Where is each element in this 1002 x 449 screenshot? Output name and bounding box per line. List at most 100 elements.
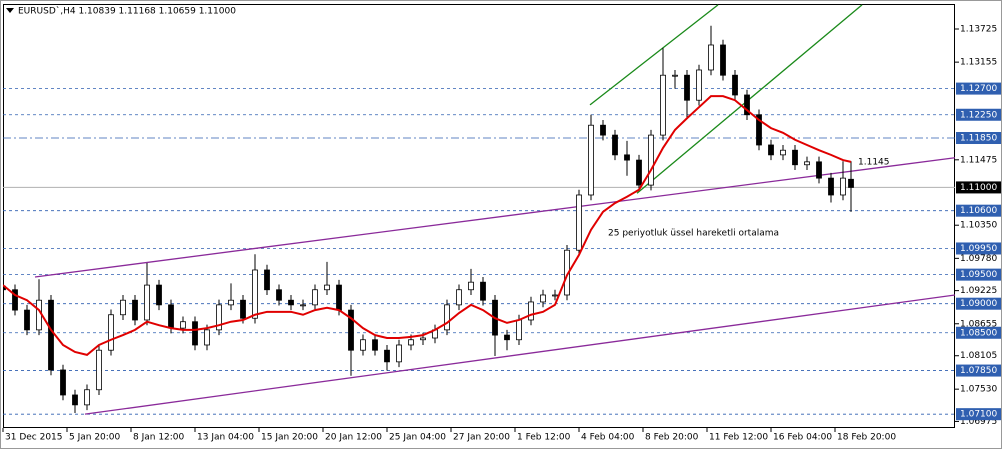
candle-body xyxy=(312,289,318,306)
x-tick-label: 11 Feb 12:00 xyxy=(709,433,768,443)
y-tick-label: 1.11475 xyxy=(960,155,997,165)
y-tick-label: 1.06975 xyxy=(960,417,997,427)
x-tick-label: 8 Jan 12:00 xyxy=(133,433,185,443)
level-label-bg xyxy=(956,297,1001,310)
x-tick-label: 4 Feb 04:00 xyxy=(581,433,635,443)
candle-body xyxy=(612,134,618,156)
candle-body xyxy=(96,349,102,391)
candle-body xyxy=(324,284,330,291)
x-tick-label: 31 Dec 2015 xyxy=(5,433,63,443)
candle-body xyxy=(228,299,234,306)
candle-body xyxy=(480,281,486,301)
candle-body xyxy=(540,294,546,303)
candle-body xyxy=(336,284,342,311)
candle-body xyxy=(420,337,426,341)
candle-body xyxy=(756,114,762,146)
level-label: 1.09000 xyxy=(960,299,997,309)
level-label-bg xyxy=(956,326,1001,339)
level-label-bg xyxy=(956,268,1001,281)
candle-body xyxy=(36,299,42,331)
candle-body xyxy=(60,369,66,396)
candle-body xyxy=(684,74,690,101)
y-tick-label: 1.08105 xyxy=(960,351,997,361)
candle-body xyxy=(672,74,678,77)
candle-body xyxy=(240,299,246,319)
y-tick-label: 1.07530 xyxy=(960,385,997,395)
x-tick-label: 18 Feb 20:00 xyxy=(837,433,896,443)
series xyxy=(3,4,955,415)
trendline xyxy=(34,157,955,278)
candle-body xyxy=(12,289,18,311)
candle-body xyxy=(48,299,54,371)
level-label: 1.12250 xyxy=(960,110,997,120)
candle-body xyxy=(792,149,798,166)
candle-body xyxy=(696,69,702,101)
level-label: 1.07100 xyxy=(960,410,997,420)
x-tick-label: 27 Jan 20:00 xyxy=(453,433,510,443)
candle-body xyxy=(84,389,90,406)
candle-body xyxy=(408,339,414,346)
y-tick-label: 1.09225 xyxy=(960,286,997,296)
y-tick-label: 1.13155 xyxy=(960,58,997,68)
candle-body xyxy=(168,304,174,329)
candle-body xyxy=(816,161,822,179)
level-label: 1.10600 xyxy=(960,206,997,216)
level-label: 1.09500 xyxy=(960,270,997,280)
menu-icon xyxy=(6,8,14,13)
current-price-bg xyxy=(956,181,1001,194)
y-tick-label: 1.09780 xyxy=(960,254,997,264)
candle-body xyxy=(780,149,786,156)
candle-body xyxy=(132,299,138,321)
candle-body xyxy=(552,294,558,297)
candle-body xyxy=(252,269,258,319)
candle-body xyxy=(768,144,774,156)
candle-body xyxy=(636,159,642,186)
level-label-bg xyxy=(956,408,1001,421)
x-tick-label: 20 Jan 12:00 xyxy=(325,433,382,443)
chart-title: EURUSD`,H4 1.10839 1.11168 1.10659 1.110… xyxy=(18,6,236,17)
candle-body xyxy=(576,194,582,251)
candle-body xyxy=(708,44,714,71)
candle-body xyxy=(120,299,126,316)
annotation: 1.1145 xyxy=(858,158,890,168)
trendline xyxy=(589,4,719,106)
level-label-bg xyxy=(956,132,1001,145)
candle-body xyxy=(348,309,354,351)
candle-body xyxy=(528,301,534,321)
candle-body xyxy=(396,344,402,363)
current-price-label: 1.11000 xyxy=(960,183,997,193)
x-tick-label: 15 Jan 20:00 xyxy=(261,433,318,443)
candle-body xyxy=(600,124,606,136)
level-label: 1.12700 xyxy=(960,84,997,94)
x-tick-label: 8 Feb 20:00 xyxy=(645,433,699,443)
candle-body xyxy=(732,74,738,96)
candle-body xyxy=(300,304,306,307)
level-label-bg xyxy=(956,82,1001,95)
candle-body xyxy=(264,269,270,291)
candle-body xyxy=(144,284,150,321)
y-tick-label: 1.10350 xyxy=(960,221,997,231)
candle-body xyxy=(108,314,114,351)
candle-body xyxy=(720,44,726,76)
candle-body xyxy=(72,394,78,406)
level-label-bg xyxy=(956,364,1001,377)
candle-body xyxy=(276,289,282,301)
candle-body xyxy=(384,349,390,363)
candle-body xyxy=(468,281,474,291)
level-label: 1.07850 xyxy=(960,366,997,376)
candle-body xyxy=(516,319,522,341)
candle-body xyxy=(828,177,834,196)
ema-line xyxy=(3,95,852,356)
level-label-bg xyxy=(956,242,1001,255)
candle-body xyxy=(660,74,666,136)
levels xyxy=(3,88,955,415)
candle-body xyxy=(372,339,378,351)
x-tick-label: 1 Feb 12:00 xyxy=(517,433,571,443)
candle-body xyxy=(24,309,30,331)
candle-body xyxy=(504,334,510,341)
y-tick-label: 1.08655 xyxy=(960,319,997,329)
x-tick-label: 16 Feb 04:00 xyxy=(773,433,832,443)
